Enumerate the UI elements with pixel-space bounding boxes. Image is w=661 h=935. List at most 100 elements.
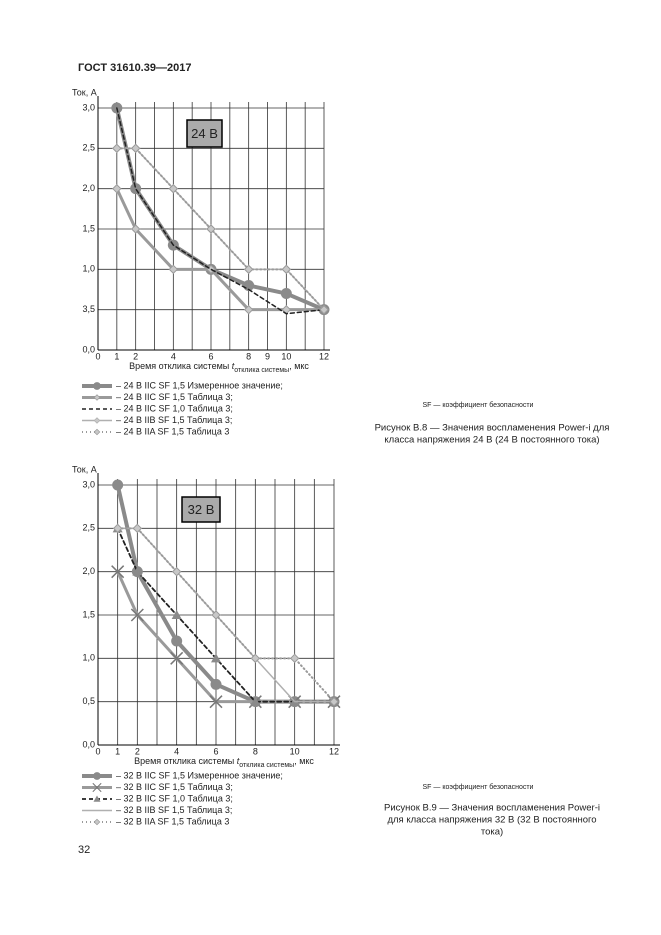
x-axis-label-part: отклика системы [239,762,294,769]
x-axis-label-part: , мкс [294,756,314,766]
marker [132,523,143,534]
marker [130,608,144,622]
marker [93,417,101,424]
x-tick-label: 6 [213,746,218,756]
y-tick-label: 1,5 [82,609,95,619]
x-axis-label: Время отклика системы tотклика системы, … [134,756,314,769]
marker [171,635,183,647]
y-tick-label: 2,0 [82,566,95,576]
x-axis-label-part: , мкс [289,361,309,371]
x-tick-label: 4 [174,746,179,756]
marker [250,653,261,664]
figure-caption: класса напряжения 24 В (24 В постоянного… [384,435,599,446]
marker [211,610,221,620]
figure-caption: Рисунок В.9 — Значения воспламенения Pow… [384,803,600,814]
marker [171,610,182,619]
y-tick-label: 2,5 [82,523,95,533]
marker [93,818,101,826]
x-tick-label: 1 [115,746,120,756]
marker [168,183,179,194]
y-axis-label: Ток, А [72,464,97,474]
page-number: 32 [78,844,90,856]
x-tick-label: 9 [265,351,270,361]
chart-title: 24 В [191,126,218,141]
figure-caption: для класса напряжения 32 В (32 В постоян… [387,815,596,826]
marker [210,678,222,690]
legend-label: – 24 В IIC SF 1,5 Измеренное значение; [116,380,283,390]
x-axis-label-part: t [237,756,240,766]
x-tick-label: 1 [114,351,119,361]
legend-label: – 32 В IIC SF 1,5 Таблица 3; [116,782,233,792]
title-box [181,496,221,523]
legend-label: – 32 В IIC SF 1,0 Таблица 3; [116,793,233,803]
x-tick-label: 10 [290,746,300,756]
marker [289,653,300,664]
chart-title: 32 В [188,502,215,517]
marker [243,264,254,275]
series-line [116,107,325,315]
marker [206,224,216,234]
marker [243,304,254,315]
figure-note: SF — коэффициент безопасности [423,783,534,791]
x-tick-label: 12 [329,746,339,756]
marker [281,264,292,275]
x-tick-label: 0 [95,746,100,756]
marker [132,566,143,576]
figure-note: SF — коэффициент безопасности [423,401,534,409]
x-tick-label: 6 [208,351,213,361]
x-axis-label-part: Время отклика системы [134,756,237,766]
x-tick-label: 12 [319,351,329,361]
marker [170,651,184,665]
marker [93,394,101,401]
marker [112,183,122,194]
y-tick-label: 2,0 [82,183,95,193]
legend-label: – 32 В IIC SF 1,5 Измеренное значение; [116,770,283,780]
marker [171,566,182,577]
marker [92,782,102,793]
marker [209,695,223,709]
legend-label: – 32 В IIB SF 1,5 Таблица 3; [116,805,232,815]
x-axis-label-part: t [232,361,235,371]
legend-label: – 24 В IIC SF 1,5 Таблица 3; [116,392,233,402]
marker [93,382,101,390]
legend-label: – 32 В IIA SF 1,5 Таблица 3 [116,816,229,826]
marker [130,224,141,234]
x-tick-label: 8 [246,351,251,361]
marker [111,565,125,579]
y-tick-label: 1,5 [82,223,95,233]
marker [93,772,101,780]
marker [329,696,339,707]
x-tick-label: 10 [281,351,291,361]
y-axis-label: Ток, А [72,87,97,97]
header: ГОСТ 31610.39—2017 [78,62,191,74]
marker [168,264,179,275]
x-axis-label-part: отклика системы [234,367,289,374]
title-box [186,119,223,148]
y-tick-label: 0,5 [82,696,95,706]
marker [112,523,123,534]
x-tick-label: 0 [95,351,100,361]
y-tick-label: 1,0 [82,653,95,663]
legend-label: – 24 В IIC SF 1,0 Таблица 3; [116,403,233,413]
legend-label: – 24 В IIB SF 1,5 Таблица 3; [116,415,232,425]
x-tick-label: 4 [171,351,176,361]
y-tick-label: 0,0 [82,739,95,749]
y-tick-label: 3,0 [82,102,95,112]
x-tick-label: 2 [135,746,140,756]
x-axis-label: Время отклика системы tотклика системы, … [129,361,309,374]
marker [112,143,122,154]
x-tick-label: 8 [253,746,258,756]
figure-caption: Рисунок В.8 — Значения воспламенения Pow… [375,423,610,434]
y-tick-label: 0,0 [82,344,95,354]
x-axis-label-part: Время отклика системы [129,361,232,371]
marker [112,479,124,491]
marker [93,795,101,802]
marker [211,653,221,663]
marker [250,696,261,706]
y-tick-label: 3,0 [82,479,95,489]
marker [280,288,292,300]
marker [93,428,101,436]
marker [130,143,141,154]
y-tick-label: 3,5 [82,304,95,314]
